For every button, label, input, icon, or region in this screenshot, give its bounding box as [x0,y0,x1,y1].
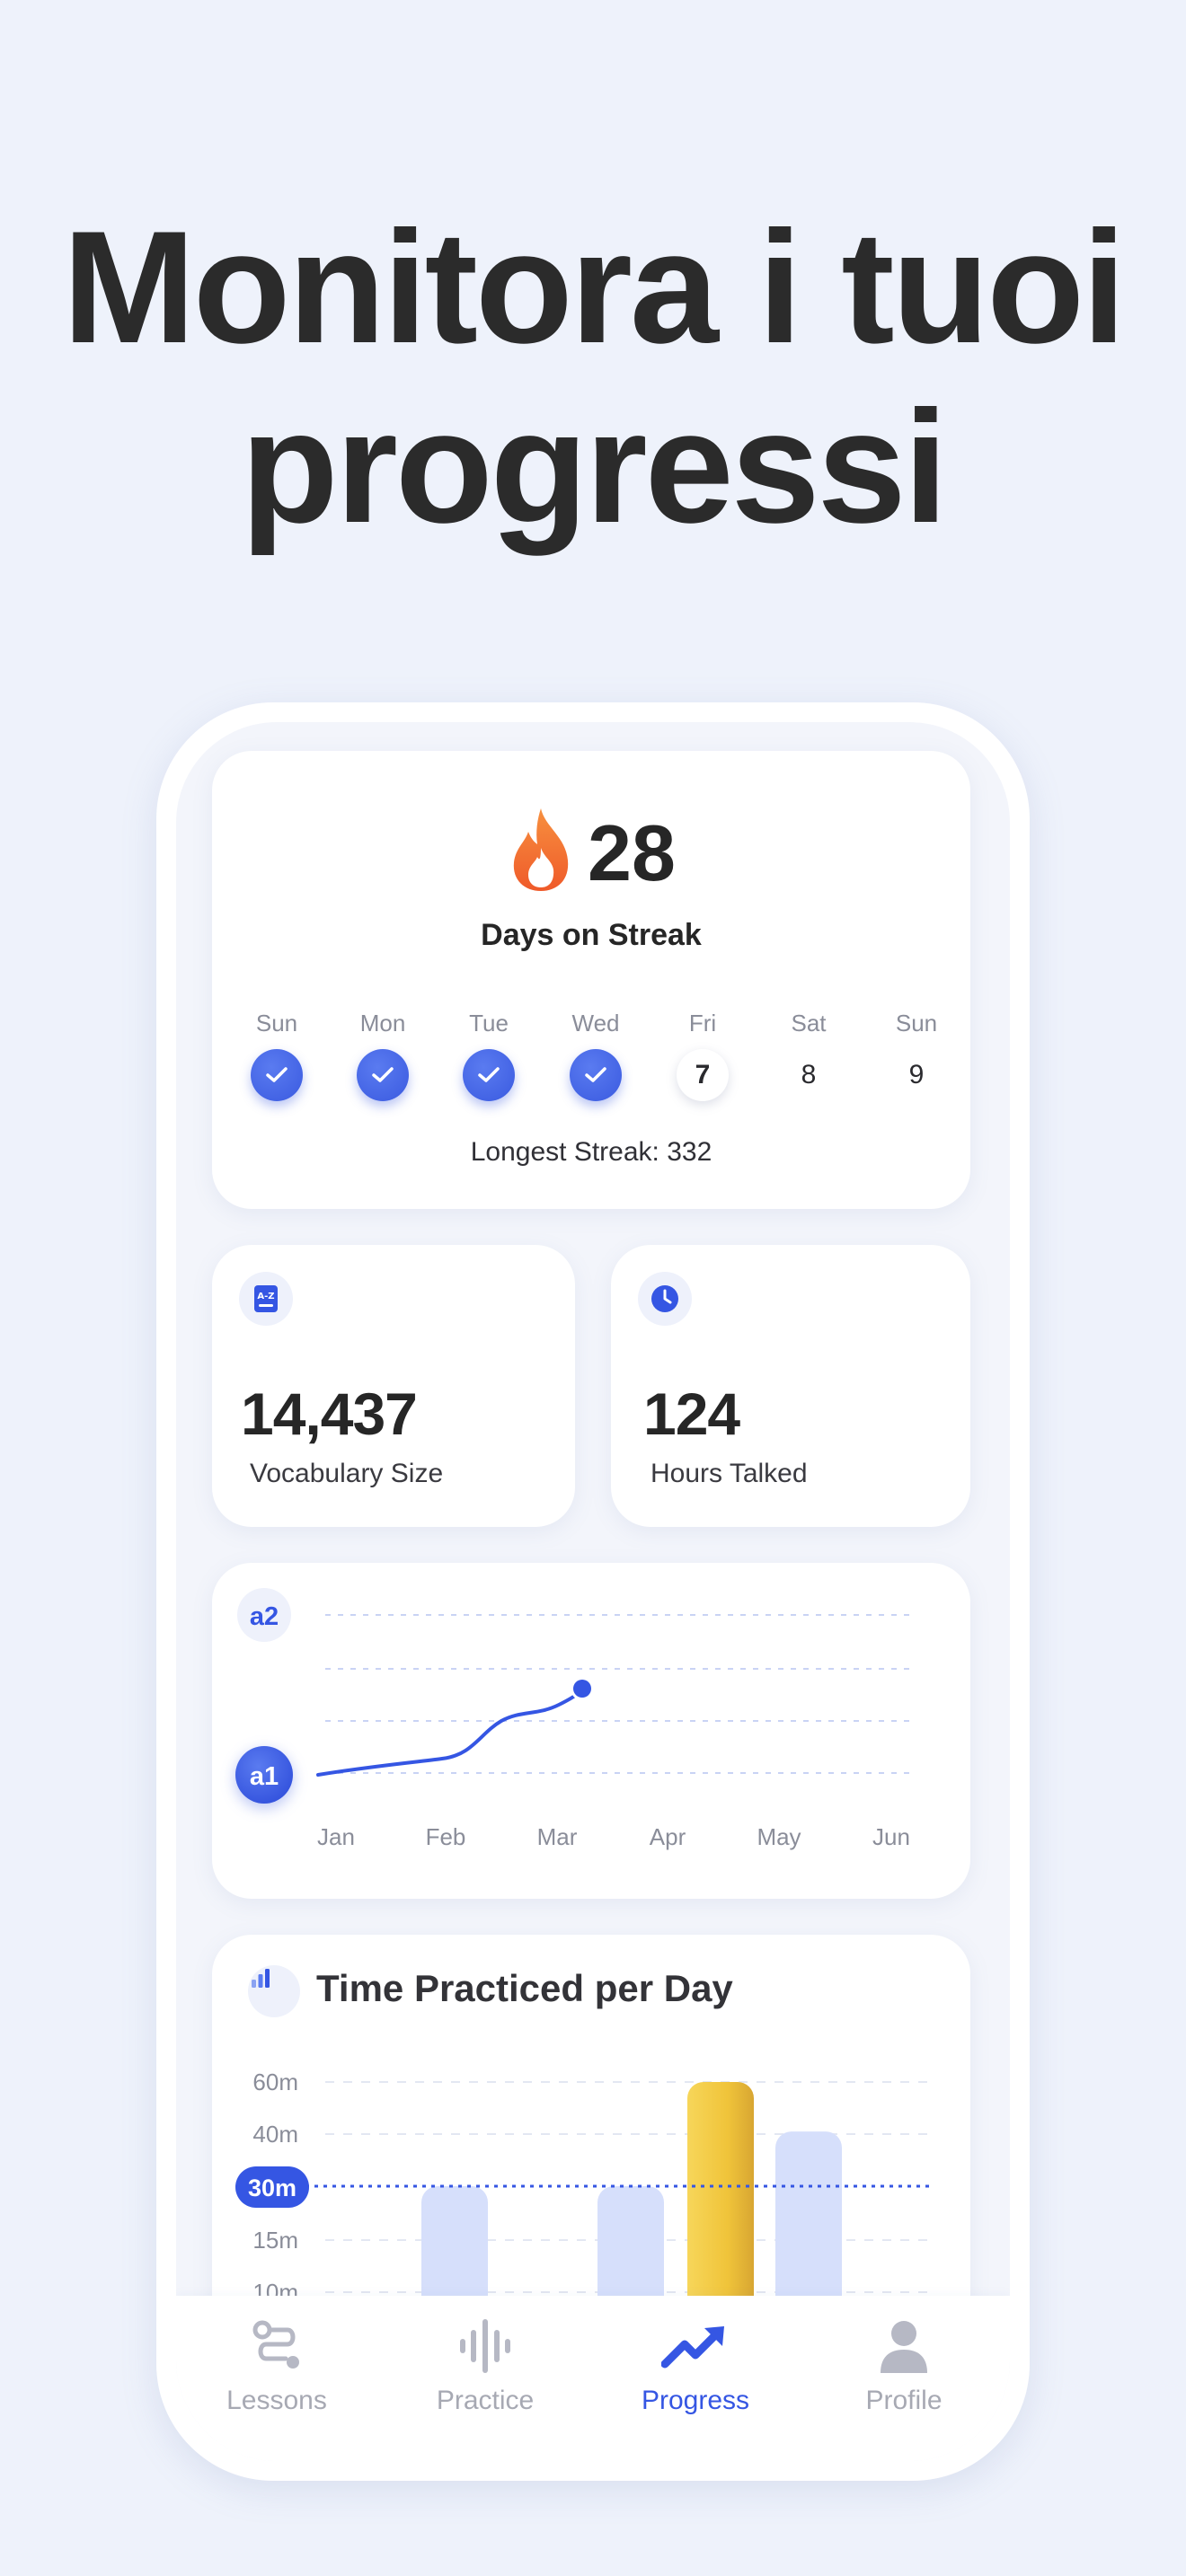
level-chart: a2 a1 Jan Feb Mar Apr May Jun [235,1588,916,1850]
tab-progress[interactable]: Progress [606,2312,785,2416]
tab-lessons[interactable]: Lessons [187,2312,367,2416]
tab-label: Progress [641,2386,750,2415]
check-icon [357,1049,409,1101]
check-icon [570,1049,622,1101]
check-icon [463,1049,515,1101]
current-point [573,1680,591,1698]
tab-label: Practice [436,2386,535,2415]
y-tick-60m: 60m [252,2069,298,2095]
headline: Monitora i tuoi progressi [0,198,1186,557]
day-name: Sun [255,1010,298,1037]
level-label-a1: a1 [250,1762,279,1791]
goal-badge [235,2166,309,2208]
level-label-a2: a2 [250,1602,279,1631]
day-mon: Mon [338,1008,428,1101]
month-tick: Apr [650,1823,686,1850]
vocabulary-value: 14,437 [241,1381,418,1447]
tab-label: Lessons [226,2386,327,2415]
day-name: Sat [791,1010,827,1037]
month-tick: Feb [426,1823,466,1850]
check-icon [251,1049,303,1101]
tab-bar: Lessons Practice Progress [176,2296,1010,2461]
flame-icon [513,808,569,891]
tab-label: Profile [865,2386,943,2415]
streak-count: 28 [588,808,676,897]
trending-up-icon [606,2312,785,2380]
vocabulary-card[interactable]: A-Z 14,437 Vocabulary Size [212,1245,575,1527]
tab-practice[interactable]: Practice [395,2312,575,2416]
streak-card: 28 Days on Streak Sun Mon Tue [212,751,970,1209]
hours-value: 124 [643,1381,740,1447]
vocabulary-label: Vocabulary Size [250,1459,444,1488]
svg-text:A-Z: A-Z [257,1292,274,1301]
day-tue: Tue [444,1008,534,1101]
month-tick: Jan [317,1823,355,1850]
clock-icon [638,1272,692,1326]
day-name: Sun [895,1010,938,1037]
day-name: Mon [359,1010,406,1037]
y-tick-40m: 40m [252,2121,298,2148]
tab-profile[interactable]: Profile [814,2312,994,2416]
streak-label: Days on Streak [481,918,702,952]
dictionary-icon: A-Z [239,1272,293,1326]
goal-label: 30m [248,2175,296,2201]
longest-streak: Longest Streak: 332 [470,1137,712,1167]
month-tick: May [757,1823,801,1850]
day-wed: Wed [551,1008,641,1101]
y-tick-15m: 15m [252,2227,298,2254]
month-tick: Mar [537,1823,578,1850]
day-name: Wed [571,1010,620,1037]
day-number: 9 [908,1060,925,1090]
day-sun: Sun [232,1008,322,1101]
week-row: Sun Mon Tue Wed [212,1008,970,1107]
headline-line-1: Monitora i tuoi [62,198,1126,376]
day-number-today: 7 [677,1049,729,1101]
day-sat: Sat 8 [764,1008,854,1101]
level-progress-card[interactable]: a2 a1 Jan Feb Mar Apr May Jun [212,1563,970,1899]
day-number: 8 [801,1060,817,1090]
time-practiced-title: Time Practiced per Day [316,1967,733,2009]
hours-card[interactable]: 124 Hours Talked [611,1245,970,1527]
hours-label: Hours Talked [651,1459,808,1488]
path-icon [187,2312,367,2380]
person-icon [814,2312,994,2380]
day-name: Fri [688,1010,717,1037]
soundwave-icon [395,2312,575,2380]
day-fri: Fri 7 [658,1008,748,1101]
bar-chart-icon [248,1965,300,2017]
phone-screen: 28 Days on Streak Sun Mon Tue [176,722,1010,2461]
headline-line-2: progressi [240,377,948,556]
month-tick: Jun [872,1823,910,1850]
day-name: Tue [469,1010,509,1037]
day-sun-next: Sun 9 [872,1008,961,1101]
